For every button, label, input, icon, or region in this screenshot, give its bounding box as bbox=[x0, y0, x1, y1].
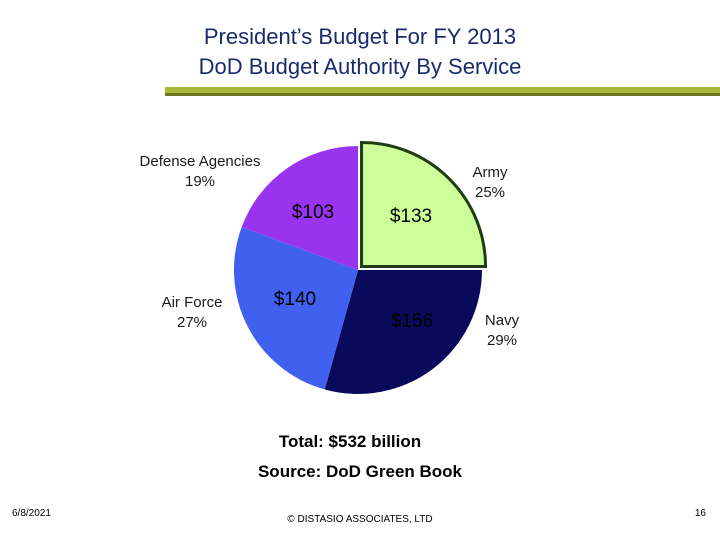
slice-label-air-force: Air Force 27% bbox=[162, 294, 223, 331]
pie-slice-army bbox=[360, 140, 488, 268]
total-label: Total: $532 billion bbox=[278, 432, 422, 451]
pie-slice-air-force bbox=[234, 226, 358, 390]
title-rule bbox=[165, 87, 720, 93]
source-label: Source: DoD Green Book bbox=[257, 462, 463, 481]
footer-page-number: 16 bbox=[694, 508, 706, 519]
footer-copyright: © DISTASIO ASSOCIATES, LTD bbox=[287, 514, 433, 525]
title-line-2: DoD Budget Authority By Service bbox=[198, 54, 522, 79]
slice-value-defense-agencies: $103 bbox=[292, 202, 334, 223]
title-rule-shadow bbox=[165, 93, 720, 96]
title-line-1: President’s Budget For FY 2013 bbox=[203, 24, 517, 49]
pie-slice-defense-agencies bbox=[241, 146, 358, 270]
slice-label-navy: Navy 29% bbox=[485, 312, 520, 349]
slice-label-defense-agencies: Defense Agencies 19% bbox=[140, 153, 261, 190]
footer-date: 6/8/2021 bbox=[12, 508, 51, 519]
pie-slice-navy bbox=[324, 270, 482, 394]
slice-label-army: Army 25% bbox=[473, 164, 508, 201]
slice-value-army: $133 bbox=[390, 206, 432, 227]
slice-value-air-force: $140 bbox=[274, 289, 316, 310]
slice-value-navy: $156 bbox=[391, 311, 433, 332]
